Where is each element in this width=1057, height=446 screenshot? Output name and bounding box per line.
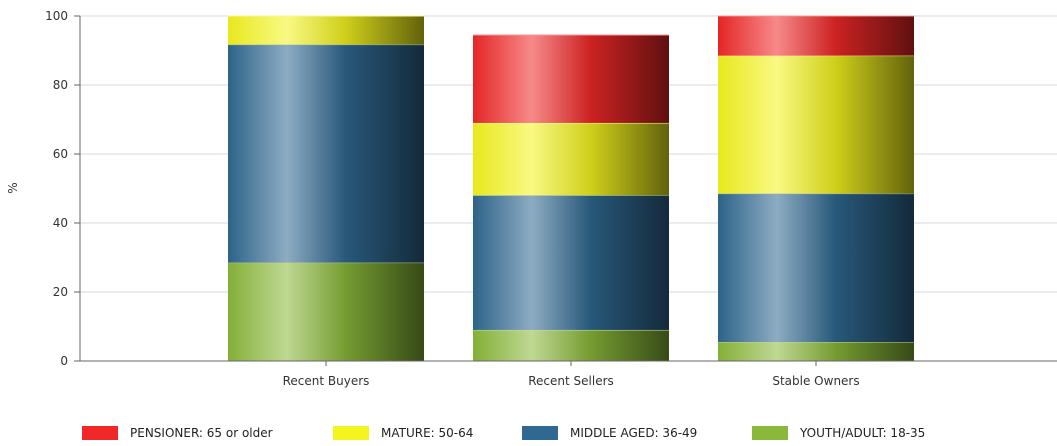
y-tick-label: 20 [53, 285, 68, 299]
y-tick-label: 0 [60, 354, 68, 368]
bar-segment[interactable] [718, 55, 914, 194]
bar-segment[interactable] [228, 44, 424, 263]
y-tick-label: 60 [53, 147, 68, 161]
bar-segment[interactable] [473, 329, 669, 361]
legend-label-middle-aged: MIDDLE AGED: 36-49 [570, 426, 698, 440]
legend-item-middle-aged[interactable]: MIDDLE AGED: 36-49 [522, 423, 697, 443]
bar-segment[interactable] [228, 16, 424, 45]
legend-label-mature: MATURE: 50-64 [381, 426, 474, 440]
x-category-label: Recent Buyers [283, 374, 370, 388]
x-category-label: Recent Sellers [528, 374, 614, 388]
y-tick-label: 80 [53, 78, 68, 92]
bar-segment[interactable] [228, 262, 424, 361]
bar-segment[interactable] [473, 122, 669, 196]
y-tick-label: 40 [53, 216, 68, 230]
y-axis-title: % [6, 182, 20, 193]
legend-swatch-middle-aged [522, 426, 558, 440]
axes: 0 20 40 60 80 100 Recent Buyers Recent Sellers S… [45, 9, 1057, 388]
legend-label-pensioner: PENSIONER: 65 or older [130, 426, 273, 440]
bar-segment[interactable] [718, 342, 914, 361]
y-tick-label: 100 [45, 9, 68, 23]
legend-item-youth-adult[interactable]: YOUTH/ADULT: 18-35 [752, 423, 925, 443]
bar-segment[interactable] [473, 195, 669, 330]
legend-swatch-pensioner [82, 426, 118, 440]
bar-segment[interactable] [718, 193, 914, 343]
x-category-label: Stable Owners [772, 374, 859, 388]
legend-item-mature[interactable]: MATURE: 50-64 [333, 423, 473, 443]
legend-swatch-mature [333, 426, 369, 440]
bar-segment[interactable] [718, 16, 914, 56]
bar-segment[interactable] [473, 34, 669, 123]
bars [228, 15, 914, 361]
legend-label-youth-adult: YOUTH/ADULT: 18-35 [800, 426, 926, 440]
legend-item-pensioner[interactable]: PENSIONER: 65 or older [82, 423, 273, 443]
legend-swatch-youth-adult [752, 426, 788, 440]
legend: PENSIONER: 65 or older MATURE: 50-64 MID… [0, 423, 1057, 443]
